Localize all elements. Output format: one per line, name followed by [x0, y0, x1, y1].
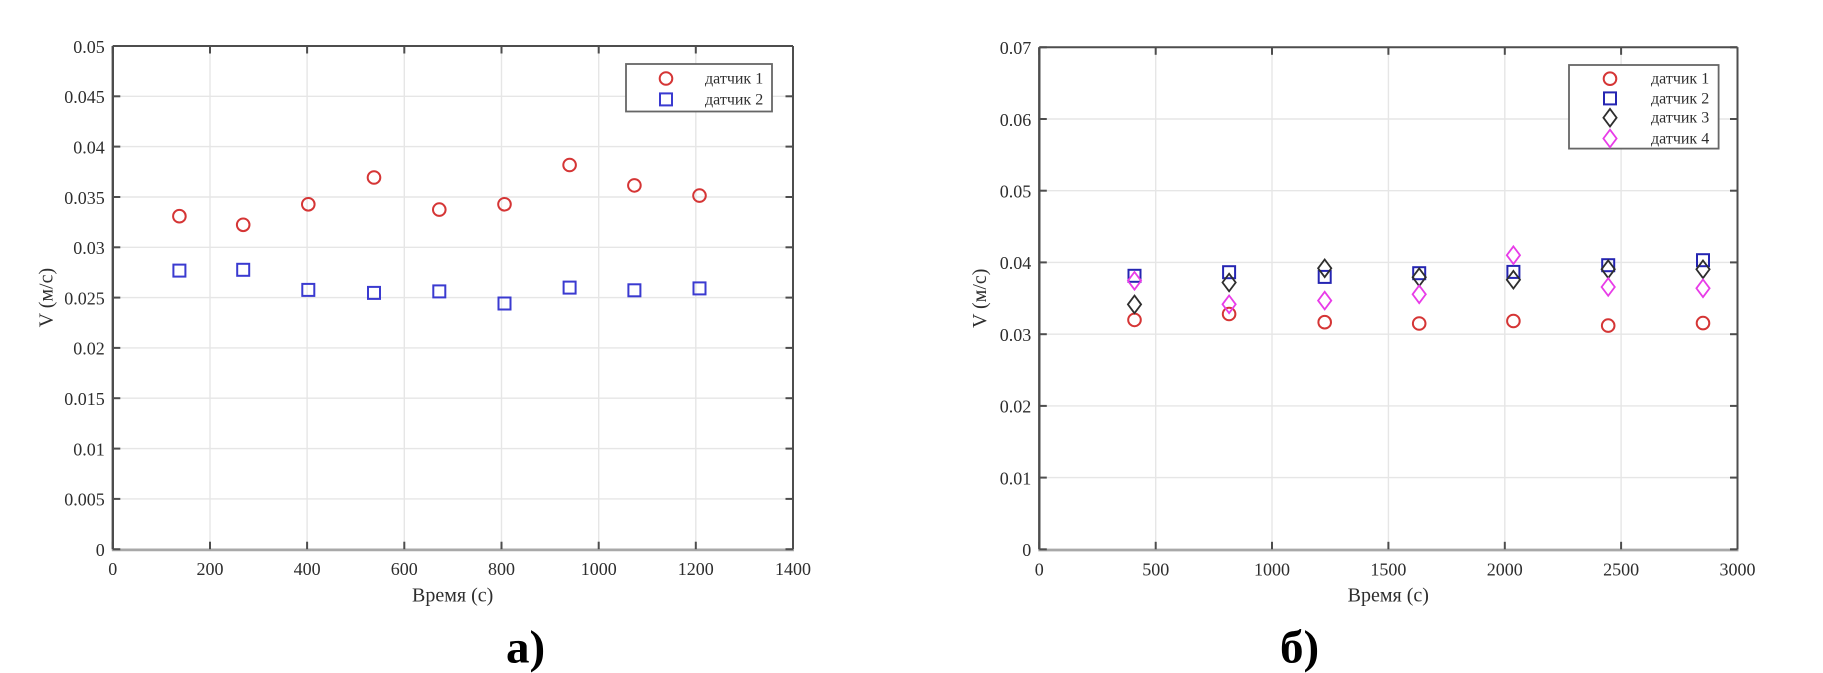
svg-text:датчик 1: датчик 1: [1651, 71, 1709, 88]
svg-text:0.07: 0.07: [1000, 38, 1032, 58]
svg-text:Время (с): Время (с): [1348, 585, 1429, 607]
svg-text:датчик 1: датчик 1: [705, 71, 763, 88]
svg-text:3000: 3000: [1720, 559, 1756, 579]
svg-text:0: 0: [1035, 559, 1044, 579]
svg-text:2000: 2000: [1487, 559, 1523, 579]
svg-text:200: 200: [197, 559, 224, 579]
svg-text:0: 0: [108, 559, 117, 579]
svg-text:0.015: 0.015: [64, 389, 105, 409]
svg-text:Время (с): Время (с): [412, 585, 493, 607]
svg-text:0.03: 0.03: [73, 238, 105, 258]
svg-text:датчик 3: датчик 3: [1651, 110, 1709, 127]
svg-text:0.025: 0.025: [64, 288, 105, 308]
svg-text:V (м/с): V (м/с): [969, 269, 991, 329]
svg-text:800: 800: [488, 559, 515, 579]
svg-text:датчик 4: датчик 4: [1651, 131, 1709, 148]
svg-text:0: 0: [1022, 540, 1031, 560]
svg-text:0.02: 0.02: [1000, 397, 1032, 417]
svg-text:а): а): [506, 622, 545, 673]
svg-text:0.035: 0.035: [64, 188, 105, 208]
svg-text:0.005: 0.005: [64, 490, 105, 510]
svg-text:датчик 2: датчик 2: [1651, 90, 1709, 107]
svg-text:1400: 1400: [775, 559, 811, 579]
svg-text:600: 600: [391, 559, 418, 579]
svg-text:0.01: 0.01: [73, 439, 105, 459]
svg-text:1000: 1000: [581, 559, 617, 579]
svg-text:2500: 2500: [1603, 559, 1639, 579]
svg-text:400: 400: [294, 559, 321, 579]
svg-text:1200: 1200: [678, 559, 714, 579]
svg-text:0.05: 0.05: [73, 37, 105, 57]
svg-text:1500: 1500: [1370, 559, 1406, 579]
svg-text:0.01: 0.01: [1000, 468, 1032, 488]
svg-text:б): б): [1280, 622, 1319, 673]
svg-text:0.06: 0.06: [1000, 110, 1032, 130]
svg-text:0: 0: [96, 540, 105, 560]
svg-text:0.04: 0.04: [73, 137, 105, 157]
svg-text:0.05: 0.05: [1000, 182, 1032, 202]
svg-text:V (м/с): V (м/с): [35, 268, 57, 328]
svg-text:0.04: 0.04: [1000, 253, 1032, 273]
svg-text:0.02: 0.02: [73, 339, 105, 359]
svg-text:1000: 1000: [1254, 559, 1290, 579]
svg-text:0.045: 0.045: [64, 87, 105, 107]
svg-text:500: 500: [1142, 559, 1169, 579]
svg-text:0.03: 0.03: [1000, 325, 1032, 345]
svg-text:датчик 2: датчик 2: [705, 91, 763, 108]
